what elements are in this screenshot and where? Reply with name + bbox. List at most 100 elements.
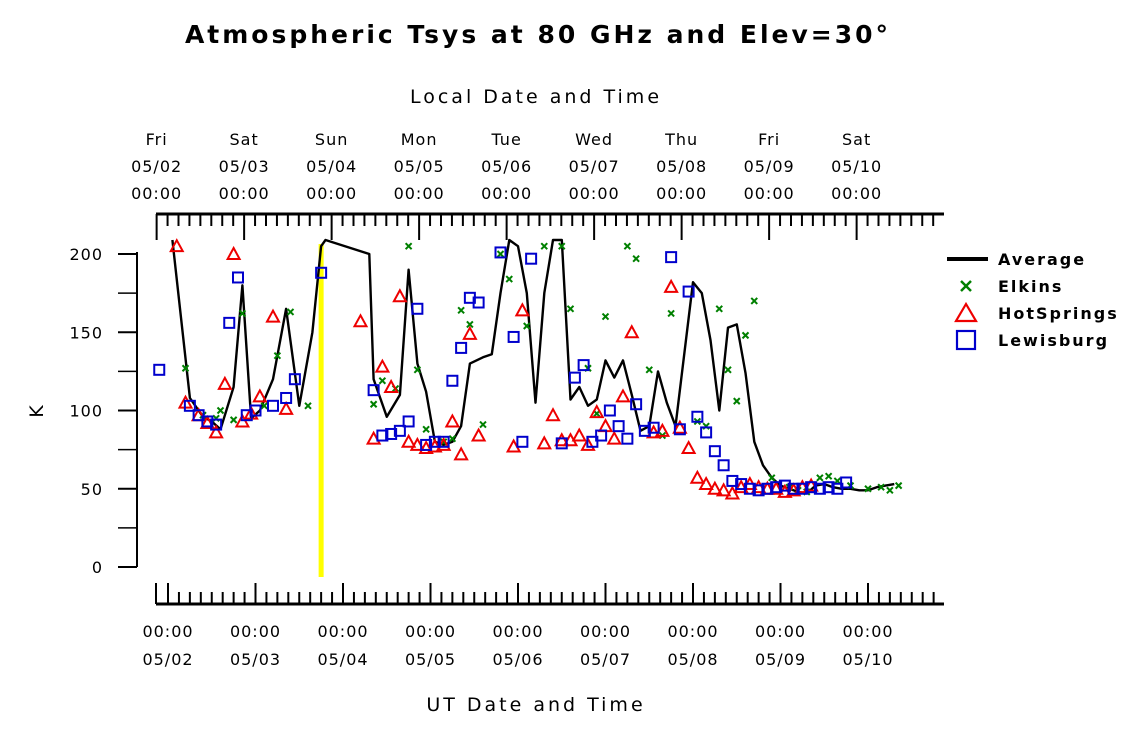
y-tick-label: 150 xyxy=(69,323,103,342)
hotsprings-point xyxy=(689,469,706,484)
elkins-point xyxy=(724,366,732,374)
top-tick-day: Tue xyxy=(490,130,521,149)
elkins-point xyxy=(496,250,505,258)
elkins-point xyxy=(304,402,312,410)
lewisburg-point xyxy=(393,424,406,437)
lewisburg-point xyxy=(612,420,625,433)
lewisburg-point xyxy=(822,481,835,494)
lewisburg-point xyxy=(770,481,783,494)
hotsprings-point xyxy=(554,432,570,447)
hotsprings-point xyxy=(571,427,587,442)
elkins-point-stroke xyxy=(216,406,225,415)
bottom-tick-time: 00:00 xyxy=(492,622,543,641)
top-tick-date: 05/04 xyxy=(306,157,357,176)
hotsprings-point xyxy=(208,424,224,439)
elkins-point xyxy=(273,352,282,360)
elkins-point-stroke xyxy=(378,377,387,385)
legend-lewisburg-swatch xyxy=(955,329,977,351)
lewisburg-point xyxy=(708,445,721,458)
elkins-point-stroke xyxy=(422,425,430,433)
elkins-point xyxy=(181,364,190,372)
lewisburg-point xyxy=(525,252,538,265)
y-axis-label: K xyxy=(26,402,48,417)
average-line xyxy=(171,238,895,495)
hotsprings-point xyxy=(392,288,408,303)
elkins-point xyxy=(623,242,632,250)
elkins-point xyxy=(558,242,566,250)
elkins-point-stroke xyxy=(741,331,750,340)
lewisburg-point xyxy=(691,410,704,423)
top-tick-day: Sun xyxy=(315,130,348,149)
lewisburg-point xyxy=(223,316,236,329)
elkins-point xyxy=(448,434,457,443)
elkins-point xyxy=(505,275,513,283)
bottom-tick-date: 05/05 xyxy=(405,650,456,669)
lewisburg-point xyxy=(402,415,415,428)
top-tick-time: 00:00 xyxy=(306,184,357,203)
lewisburg-point xyxy=(603,404,616,417)
elkins-point xyxy=(466,320,474,329)
hotsprings-point xyxy=(462,325,478,340)
legend-label: Lewisburg xyxy=(998,331,1109,350)
elkins-point xyxy=(645,366,653,374)
elkins-point-stroke xyxy=(877,483,885,491)
elkins-point xyxy=(566,305,575,313)
lewisburg-point xyxy=(280,391,293,404)
elkins-point-stroke xyxy=(733,397,741,405)
top-tick-time: 00:00 xyxy=(394,184,445,203)
lewisburg-point xyxy=(183,399,196,412)
elkins-point-stroke xyxy=(404,242,413,250)
elkins-point xyxy=(632,254,640,263)
bottom-tick-time: 00:00 xyxy=(580,622,631,641)
elkins-point xyxy=(816,474,824,482)
elkins-point xyxy=(715,305,723,313)
hotsprings-point xyxy=(225,245,242,260)
elkins-point-stroke xyxy=(886,486,894,495)
legend: Average Elkins HotSprings Lewisburg xyxy=(947,250,1117,351)
hotsprings-point xyxy=(217,375,233,390)
elkins-point-stroke xyxy=(229,416,238,424)
elkins-point-stroke xyxy=(523,322,531,330)
elkins-point xyxy=(667,309,675,318)
elkins-point-stroke xyxy=(816,474,824,482)
elkins-point xyxy=(768,474,776,482)
lewisburg-point xyxy=(665,251,678,264)
lewisburg-point xyxy=(813,482,826,495)
top-tick-date: 05/07 xyxy=(569,157,620,176)
top-tick-day: Wed xyxy=(575,130,613,149)
bottom-tick-date: 05/04 xyxy=(317,650,368,669)
elkins-point xyxy=(824,472,833,480)
hotsprings-point xyxy=(470,427,487,442)
elkins-point xyxy=(864,485,872,493)
hotsprings-point xyxy=(597,418,614,433)
lewisburg-point xyxy=(437,435,450,448)
top-tick-time: 00:00 xyxy=(744,184,795,203)
bottom-tick-date: 05/10 xyxy=(842,650,893,669)
hotsprings-point xyxy=(374,358,391,373)
hotsprings-point xyxy=(400,433,417,448)
hotsprings-point xyxy=(352,313,369,328)
bottom-tick-date: 05/06 xyxy=(492,650,543,669)
hotsprings-point xyxy=(453,446,469,461)
lewisburg-point xyxy=(420,438,433,451)
lewisburg-point xyxy=(428,435,441,448)
hotsprings-point xyxy=(663,278,679,293)
lewisburg-point xyxy=(796,482,809,495)
bottom-tick-date: 05/02 xyxy=(142,650,193,669)
lewisburg-point xyxy=(630,398,643,411)
chart-title: Atmospheric Tsys at 80 GHz and Elev=30° xyxy=(185,20,891,49)
elkins-point xyxy=(238,309,247,318)
lewisburg-point xyxy=(385,427,398,440)
top-tick-date: 05/06 xyxy=(481,157,532,176)
elkins-point-stroke xyxy=(632,254,640,263)
lewisburg-point xyxy=(586,435,599,448)
elkins-point-stroke xyxy=(715,305,723,313)
bottom-tick-time: 00:00 xyxy=(842,622,893,641)
lewisburg-point xyxy=(446,374,459,387)
elkins-point-stroke xyxy=(304,402,312,410)
top-tick-time: 00:00 xyxy=(219,184,270,203)
lewisburg-point xyxy=(267,399,279,412)
lewisburg-point xyxy=(595,429,608,442)
elkins-point-stroke xyxy=(558,242,566,250)
elkins-point xyxy=(457,306,465,315)
